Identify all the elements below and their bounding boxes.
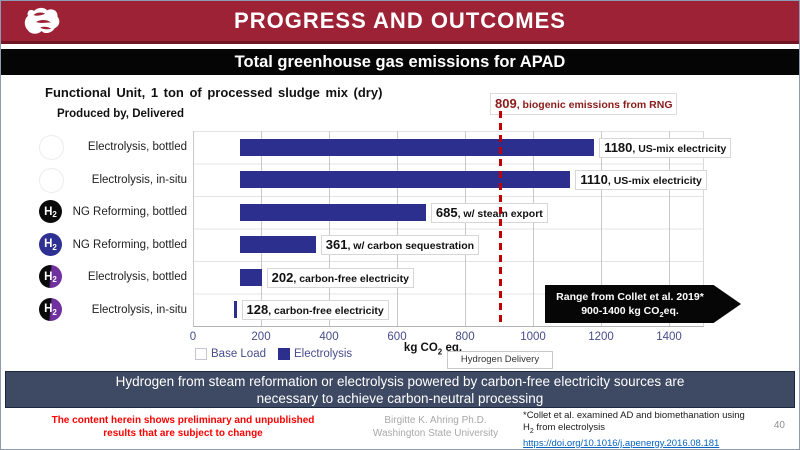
bar-value-label: 128, carbon-free electricity [241,300,389,320]
category-row: H 2 Electrolysis, in-situ [31,294,189,327]
citation-note: *Collet et al. examined AD and biomethan… [523,410,745,449]
subtitle-bar: Total greenhouse gas emissions for APAD [1,49,799,75]
bar-value-label: 685, w/ steam export [430,202,548,223]
x-axis-label-sub: 2 [437,347,443,357]
category-row: H 2 NG Reforming, bottled [31,229,189,262]
bar-electrolysis-segment [239,203,426,221]
x-axis-label-text: kg CO [403,342,438,354]
category-labels: Electrolysis, bottled Electrolysis, in-si… [31,131,189,326]
bar-electrolysis-segment [239,268,262,286]
disclaimer-text: The content herein shows preliminary and… [51,415,315,439]
x-axis-tick: 0 [189,331,197,343]
category-label: NG Reforming, bottled [72,238,187,251]
bar-electrolysis-segment [239,171,571,188]
x-axis-tick: 400 [319,331,339,343]
legend-swatch-base-load-icon [195,348,207,360]
page-number: 40 [773,420,785,431]
category-label: Electrolysis, in-situ [91,173,187,186]
page-title: PROGRESS AND OUTCOMES [234,8,566,33]
conclusion-banner: Hydrogen from steam reformation or elect… [5,371,795,408]
category-label: NG Reforming, bottled [72,206,187,219]
chart-axis-group-label: Produced by, Delivered [57,108,184,120]
category-row: H 2 NG Reforming, bottled [31,196,189,229]
x-axis-tick: 200 [251,331,271,343]
biogenic-reference-line [499,111,502,326]
hydrogen-delivery-label: Hydrogen Delivery [447,351,553,369]
biogenic-text: , biogenic emissions from RNG [516,99,673,111]
chart-legend: Base Load Electrolysis [195,348,352,360]
x-axis-tick: 1200 [588,331,614,343]
legend-swatch-electrolysis-icon [278,348,290,360]
range-annotation-line2: 900-1400 kg CO2eq. [581,305,679,320]
bar-electrolysis-segment [239,138,595,156]
range-annotation-callout: Range from Collet et al. 2019* 900-1400 … [545,285,741,323]
empty-circle-icon [39,167,64,193]
bar-electrolysis-segment [239,236,316,253]
category-label: Electrolysis, in-situ [91,303,187,316]
x-axis-tick: 1400 [656,331,682,343]
x-axis-tick: 600 [387,331,407,343]
x-axis-tick: 1000 [520,331,546,343]
slide-header: PROGRESS AND OUTCOMES [1,1,799,44]
conclusion-line2: necessary to achieve carbon-neutral proc… [256,391,544,406]
bar-value-label: 1180, US-mix electricity [599,137,732,158]
bar-electrolysis-segment [233,301,237,318]
category-row: Electrolysis, in-situ [31,164,189,197]
legend-item-electrolysis: Electrolysis [278,348,352,360]
category-label: Electrolysis, bottled [87,141,187,154]
category-row: H 2 Electrolysis, bottled [31,261,189,294]
bar-value-label: 202, carbon-free electricity [266,267,414,288]
category-label: Electrolysis, bottled [87,271,187,284]
doi-link[interactable]: https://doi.org/10.1016/j.apenergy.2016.… [523,437,720,449]
empty-circle-icon [39,135,64,160]
subtitle-text: Total greenhouse gas emissions for APAD [234,53,566,71]
category-row: Electrolysis, bottled [31,131,189,164]
chart-functional-unit-title: Functional Unit, 1 ton of processed slud… [45,85,383,100]
legend-label-electrolysis: Electrolysis [294,348,353,360]
biogenic-annotation: 809, biogenic emissions from RNG [490,93,678,115]
bar-value-label: 1110, US-mix electricity [575,170,707,190]
bar-value-label: 361, w/ carbon sequestration [320,235,480,255]
x-axis-ticks: 0 200 400 600 800 1000 1200 1400 [189,331,703,345]
author-credit: Birgitte K. Ahring Ph.D. Washington Stat… [372,415,499,439]
biogenic-value: 809 [495,96,517,111]
conclusion-line1: Hydrogen from steam reformation or elect… [115,374,685,389]
range-annotation-line1: Range from Collet et al. 2019* [556,291,704,303]
wsu-cougar-logo-icon [21,5,65,39]
legend-item-base-load: Base Load [195,348,266,360]
legend-label-base-load: Base Load [211,348,266,360]
x-axis-tick: 800 [455,331,475,343]
